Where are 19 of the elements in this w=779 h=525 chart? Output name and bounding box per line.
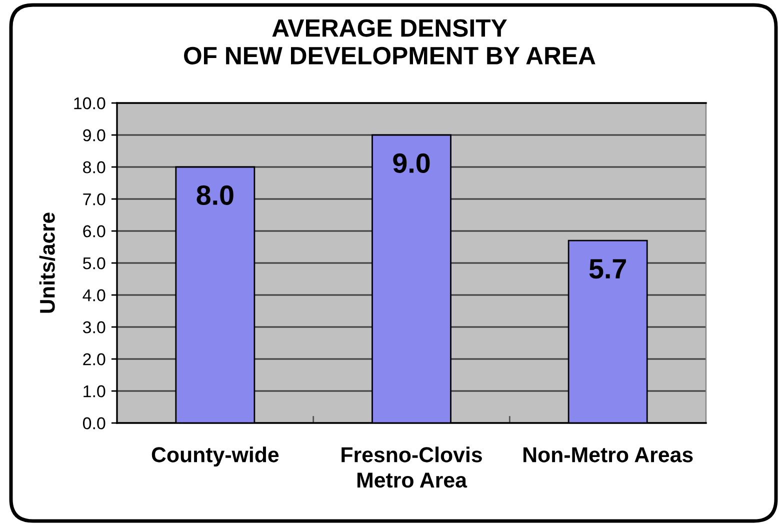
data-label: 8.0 bbox=[196, 185, 234, 206]
y-tick-label: 6.0 bbox=[83, 225, 106, 238]
y-tick-label: 2.0 bbox=[83, 353, 106, 366]
chart-title: AVERAGE DENSITY OF NEW DEVELOPMENT BY AREA bbox=[184, 19, 596, 65]
x-tick-label: Fresno-Clovis Metro Area bbox=[342, 446, 482, 488]
y-tick-label: 9.0 bbox=[83, 129, 106, 142]
data-label: 9.0 bbox=[393, 153, 430, 174]
y-tick-label: 1.0 bbox=[84, 385, 106, 398]
y-tick-label: 10.0 bbox=[74, 97, 106, 110]
data-label: 5.7 bbox=[589, 259, 626, 279]
x-tick-label: Non-Metro Areas bbox=[524, 447, 693, 462]
x-tick-label: County-wide bbox=[152, 446, 279, 467]
y-tick-label: 4.0 bbox=[82, 289, 106, 302]
y-tick-label: 5.0 bbox=[83, 257, 106, 270]
y-tick-label: 0.0 bbox=[83, 417, 106, 430]
y-tick-label: 7.0 bbox=[83, 193, 106, 206]
y-axis-title: Units/acre bbox=[39, 212, 56, 313]
y-tick-label: 8.0 bbox=[83, 161, 106, 174]
y-tick-label: 3.0 bbox=[82, 321, 106, 334]
